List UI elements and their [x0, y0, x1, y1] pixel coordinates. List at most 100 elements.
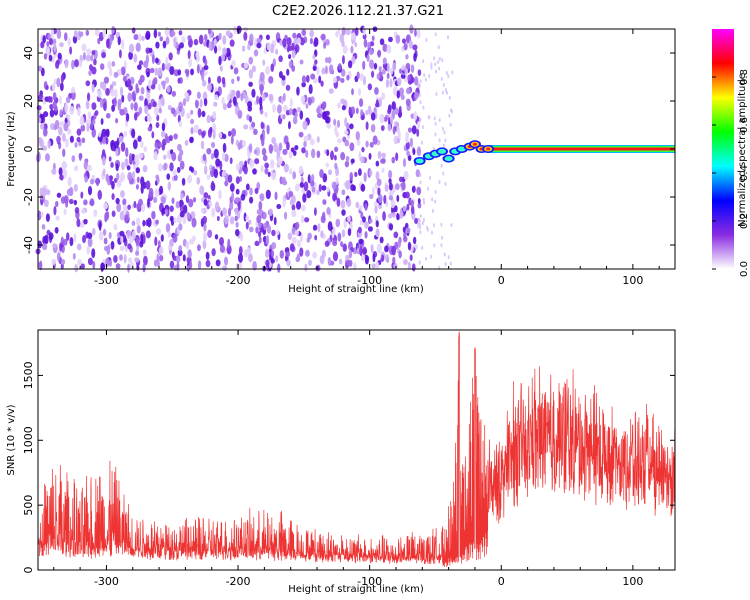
spectrogram-noise-cell: [333, 118, 337, 126]
spectrogram-noise-cell: [396, 77, 402, 86]
spectrogram-noise-cell: [116, 203, 122, 213]
spectrogram-noise-cell: [187, 35, 192, 41]
spectrogram-noise-cell: [304, 263, 308, 272]
spectrogram-noise-cell: [422, 197, 425, 202]
spectrogram-noise-cell: [369, 193, 374, 200]
spectrogram-noise-cell: [262, 93, 266, 102]
spectrogram-noise-cell: [212, 129, 216, 140]
spectrogram-noise-cell: [74, 165, 79, 172]
spectrogram-noise-cell: [164, 26, 170, 37]
spectrogram-noise-cell: [270, 63, 275, 72]
spectrogram-noise-cell: [200, 140, 205, 150]
spectrogram-noise-cell: [282, 114, 286, 120]
spectrogram-noise-cell: [388, 223, 394, 231]
spectrogram-noise-cell: [258, 236, 262, 244]
spectrogram-noise-cell: [371, 35, 375, 42]
spectrogram-noise-cell: [312, 65, 317, 71]
spectrogram-noise-cell: [38, 93, 44, 102]
spectrogram-noise-cell: [45, 84, 49, 91]
spectrogram-noise-cell: [377, 193, 383, 204]
spectrogram-noise-cell: [389, 67, 394, 75]
spectrogram-x-tick-label: -200: [226, 274, 251, 287]
spectrogram-noise-cell: [266, 224, 272, 234]
spectrogram-noise-cell: [180, 192, 184, 200]
spectrogram-noise-cell: [101, 128, 107, 138]
spectrogram-noise-cell: [89, 178, 95, 185]
spectrogram-noise-cell: [369, 169, 373, 177]
spectrogram-noise-cell: [243, 31, 248, 41]
spectrogram-noise-cell: [292, 171, 297, 180]
spectrogram-noise-cell: [115, 263, 121, 269]
spectrogram-noise-cell: [125, 147, 129, 158]
spectrogram-noise-cell: [237, 110, 243, 119]
spectrogram-noise-cell: [137, 135, 142, 142]
spectrogram-noise-cell: [287, 232, 293, 240]
spectrogram-noise-cell: [403, 231, 407, 239]
spectrogram-noise-cell: [261, 147, 267, 156]
spectrogram-noise-cell: [157, 83, 161, 92]
spectrogram-noise-cell: [377, 49, 382, 58]
spectrogram-noise-cell: [131, 220, 136, 226]
spectrogram-y-tick-label: 20: [22, 94, 35, 108]
spectrogram-noise-cell: [153, 29, 158, 39]
spectrogram-noise-cell: [128, 235, 134, 244]
spectrogram-noise-cell: [190, 118, 195, 125]
spectrogram-noise-cell: [376, 73, 381, 80]
spectrogram-noise-cell: [346, 74, 350, 81]
spectrogram-noise-cell: [147, 126, 152, 132]
spectrogram-noise-cell: [159, 36, 164, 42]
colorbar-tick-label: 0.2: [739, 213, 750, 229]
spectrogram-noise-cell: [248, 143, 253, 153]
snr-y-tick-label: 1000: [22, 426, 35, 454]
spectrogram-noise-cell: [233, 67, 239, 75]
spectrogram-noise-cell: [173, 37, 177, 48]
spectrogram-noise-cell: [161, 122, 166, 132]
spectrogram-noise-cell: [171, 197, 175, 204]
spectrogram-noise-cell: [418, 260, 421, 265]
spectrogram-noise-cell: [110, 240, 115, 250]
signal-track-core: [415, 158, 424, 164]
spectrogram-noise-cell: [378, 203, 383, 210]
spectrogram-noise-cell: [347, 215, 351, 223]
spectrogram-noise-cell: [103, 202, 109, 210]
spectrogram-marks: [35, 24, 675, 273]
spectrogram-noise-cell: [405, 62, 411, 70]
spectrogram-noise-cell: [282, 148, 288, 156]
spectrogram-noise-cell: [151, 131, 155, 139]
spectrogram-noise-cell: [382, 43, 388, 53]
spectrogram-noise-cell: [145, 180, 151, 190]
spectrogram-noise-cell: [403, 170, 409, 181]
spectrogram-noise-cell: [224, 180, 229, 187]
spectrogram-noise-cell: [56, 252, 61, 262]
spectrogram-noise-cell: [300, 95, 306, 103]
spectrogram-noise-cell: [282, 197, 286, 208]
spectrogram-noise-cell: [168, 134, 173, 142]
spectrogram-noise-cell: [183, 204, 188, 214]
spectrogram-noise-cell: [433, 223, 436, 228]
spectrogram-noise-cell: [347, 228, 352, 236]
spectrogram-noise-cell: [213, 101, 218, 107]
spectrogram-noise-cell: [94, 110, 99, 116]
spectrogram-noise-cell: [363, 172, 367, 183]
snr-x-tick-label: 100: [622, 575, 643, 588]
spectrogram-noise-cell: [140, 176, 145, 187]
spectrogram-noise-cell: [282, 38, 287, 48]
spectrogram-noise-cell: [206, 203, 210, 210]
spectrogram-noise-cell: [138, 152, 144, 159]
spectrogram-noise-cell: [419, 173, 422, 178]
spectrogram-noise-cell: [157, 67, 163, 77]
spectrogram-noise-cell: [271, 242, 277, 250]
spectrogram-noise-cell: [278, 55, 283, 63]
spectrogram-noise-cell: [248, 56, 254, 65]
spectrogram-noise-cell: [248, 69, 254, 79]
spectrogram-noise-cell: [424, 77, 427, 82]
spectrogram-noise-cell: [371, 186, 375, 197]
spectrogram-noise-cell: [101, 52, 106, 59]
spectrogram-noise-cell: [222, 103, 227, 111]
spectrogram-noise-cell: [53, 42, 57, 53]
spectrogram-noise-cell: [447, 35, 450, 40]
spectrogram-noise-cell: [348, 249, 353, 259]
spectrogram-noise-cell: [69, 135, 74, 143]
spectrogram-noise-cell: [351, 35, 356, 42]
